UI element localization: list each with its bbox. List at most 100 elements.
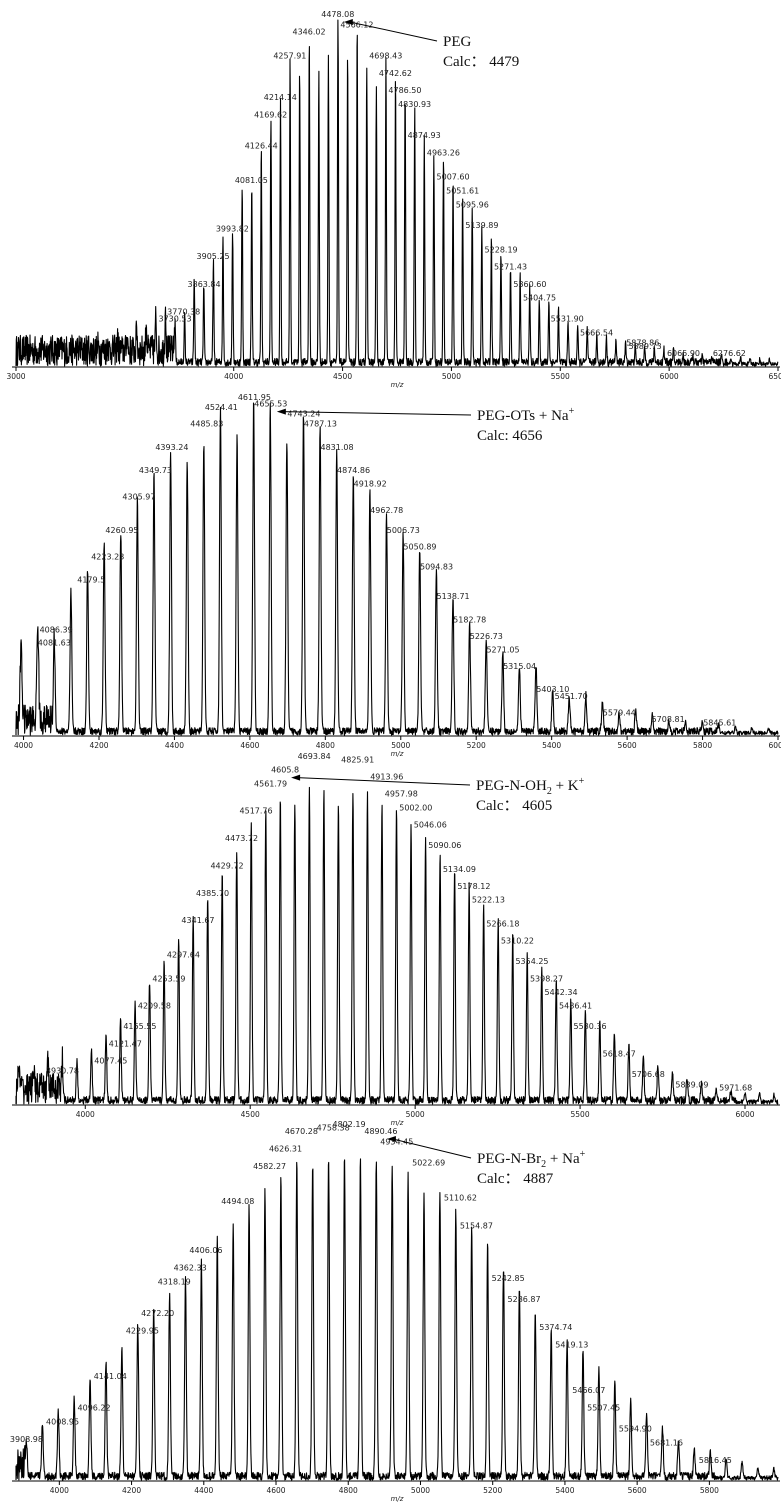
spectrum-trace bbox=[15, 402, 779, 736]
peak-label: 4758.38 bbox=[317, 1124, 350, 1133]
peak-label: 4478.08 bbox=[321, 10, 354, 19]
peak-label: 4913.96 bbox=[370, 773, 403, 782]
peak-label: 5486.41 bbox=[559, 1002, 592, 1011]
x-tick-label: 5400 bbox=[542, 741, 561, 750]
annotation-arrow-line bbox=[282, 411, 472, 416]
peak-label: 5154.87 bbox=[460, 1222, 493, 1231]
x-tick-label: 5800 bbox=[693, 741, 712, 750]
peak-label: 5706.68 bbox=[632, 1070, 665, 1079]
x-tick-label: 4600 bbox=[240, 741, 259, 750]
peak-label: 4209.58 bbox=[138, 1002, 171, 1011]
peak-label: 4566.12 bbox=[340, 20, 373, 29]
peak-label: 4349.73 bbox=[139, 466, 172, 475]
peak-label: 4429.72 bbox=[210, 861, 243, 870]
peak-label: 5242.85 bbox=[492, 1274, 525, 1283]
x-axis-title: m/z bbox=[391, 1495, 404, 1503]
peak-label: 4406.06 bbox=[189, 1246, 222, 1255]
peak-label: 4742.62 bbox=[379, 69, 412, 78]
peak-label: 5507.45 bbox=[587, 1404, 620, 1413]
peak-label: 4473.72 bbox=[225, 834, 258, 843]
peak-label: 5466.07 bbox=[572, 1386, 605, 1395]
peak-label: 4305.97 bbox=[122, 493, 155, 502]
annotation-compound: PEG-N-OH2 + K+ bbox=[476, 776, 585, 797]
peak-label: 5971.68 bbox=[719, 1084, 752, 1093]
peak-label: 5451.70 bbox=[555, 692, 588, 701]
peak-label: 5286.87 bbox=[508, 1295, 541, 1304]
annotation-suffix: + Na bbox=[546, 1151, 580, 1167]
peak-label: 4253.59 bbox=[152, 974, 185, 983]
x-tick-label: 4200 bbox=[122, 1486, 141, 1495]
peak-label: 4787.13 bbox=[304, 420, 337, 429]
peak-label: 5178.12 bbox=[457, 882, 490, 891]
spectrum-panel-3: 4000 4500 5000 5500 6000 m/z 3930.78 4077.45 412… bbox=[12, 752, 780, 1127]
annotation-calc: Calc: 4656 bbox=[477, 428, 543, 444]
spectrum-trace bbox=[15, 786, 779, 1105]
x-tick-label: 5500 bbox=[551, 372, 570, 381]
peak-label: 4693.84 bbox=[298, 752, 331, 761]
peak-label: 3730.53 bbox=[158, 314, 191, 323]
peak-label: 5530.36 bbox=[574, 1022, 607, 1031]
annotation-superscript: + bbox=[569, 406, 575, 417]
x-axis-title: m/z bbox=[391, 750, 404, 758]
x-tick-label: 4500 bbox=[333, 372, 352, 381]
peak-label: 5594.90 bbox=[619, 1425, 652, 1434]
x-tick-label: 4000 bbox=[224, 372, 243, 381]
peak-label: 4165.55 bbox=[123, 1022, 156, 1031]
peak-label: 5271.05 bbox=[486, 645, 519, 654]
x-axis-title: m/z bbox=[391, 381, 404, 389]
annotation-subscript: 2 bbox=[541, 1159, 546, 1170]
annotation-arrowhead bbox=[386, 1136, 396, 1142]
peak-label: 4934.45 bbox=[380, 1138, 413, 1147]
peak-label: 4393.24 bbox=[155, 443, 188, 452]
x-tick-label: 5800 bbox=[700, 1486, 719, 1495]
peak-label: 4096.22 bbox=[78, 1404, 111, 1413]
peak-label: 5360.60 bbox=[513, 280, 546, 289]
annotation-arrowhead bbox=[291, 774, 301, 781]
annotation-name: PEG-OTs + Na bbox=[477, 408, 569, 424]
peak-label: 5878.86 bbox=[626, 339, 659, 348]
peak-label: 4963.26 bbox=[427, 148, 460, 157]
peak-label: 5006.73 bbox=[387, 526, 420, 535]
peak-label: 4229.95 bbox=[126, 1327, 159, 1336]
peak-label: 4141.04 bbox=[94, 1372, 127, 1381]
peak-label: 5095.96 bbox=[456, 200, 489, 209]
peak-label: 5708.81 bbox=[652, 715, 685, 724]
peak-label: 4318.19 bbox=[158, 1278, 191, 1287]
x-tick-label: 5000 bbox=[442, 372, 461, 381]
peak-label: 5419.13 bbox=[555, 1341, 588, 1350]
peak-label: 5442.34 bbox=[545, 988, 578, 997]
annotation-arrowhead bbox=[343, 19, 353, 25]
peak-label: 6065.90 bbox=[667, 349, 700, 358]
peak-label: 5050.89 bbox=[403, 542, 436, 551]
x-tick-label: 5200 bbox=[467, 741, 486, 750]
x-tick-label: 6000 bbox=[735, 1110, 754, 1119]
annotation-compound: PEG-N-Br2 + Na+ bbox=[477, 1149, 586, 1170]
annotation-calc: Calc： 4605 bbox=[476, 798, 552, 814]
peak-label: 5094.83 bbox=[420, 562, 453, 571]
annotation-compound: PEG bbox=[443, 34, 472, 50]
peak-label: 5816.45 bbox=[699, 1456, 732, 1465]
x-tick-label: 3000 bbox=[6, 372, 25, 381]
peak-label: 4582.27 bbox=[253, 1162, 286, 1171]
peak-label: 5618.47 bbox=[603, 1050, 636, 1059]
peak-label: 5138.71 bbox=[437, 592, 470, 601]
x-tick-label: 5000 bbox=[391, 741, 410, 750]
annotation-superscript: + bbox=[579, 776, 585, 787]
peak-label: 4485.83 bbox=[190, 420, 223, 429]
x-axis-title: m/z bbox=[391, 1119, 404, 1127]
peak-label: 4494.08 bbox=[221, 1197, 254, 1206]
peak-label: 5666.54 bbox=[580, 328, 613, 337]
peak-label: 5531.90 bbox=[551, 314, 584, 323]
peak-label: 5889.73 bbox=[629, 342, 662, 351]
peak-label: 5022.69 bbox=[412, 1159, 445, 1168]
peak-label: 4874.93 bbox=[408, 131, 441, 140]
peak-label: 3770.38 bbox=[167, 308, 200, 317]
peak-label: 5266.18 bbox=[486, 920, 519, 929]
peak-label: 4260.95 bbox=[105, 526, 138, 535]
x-tick-label: 4500 bbox=[241, 1110, 260, 1119]
peak-label: 5404.75 bbox=[523, 294, 556, 303]
x-tick-label: 4000 bbox=[14, 741, 33, 750]
x-tick-label: 5000 bbox=[406, 1110, 425, 1119]
